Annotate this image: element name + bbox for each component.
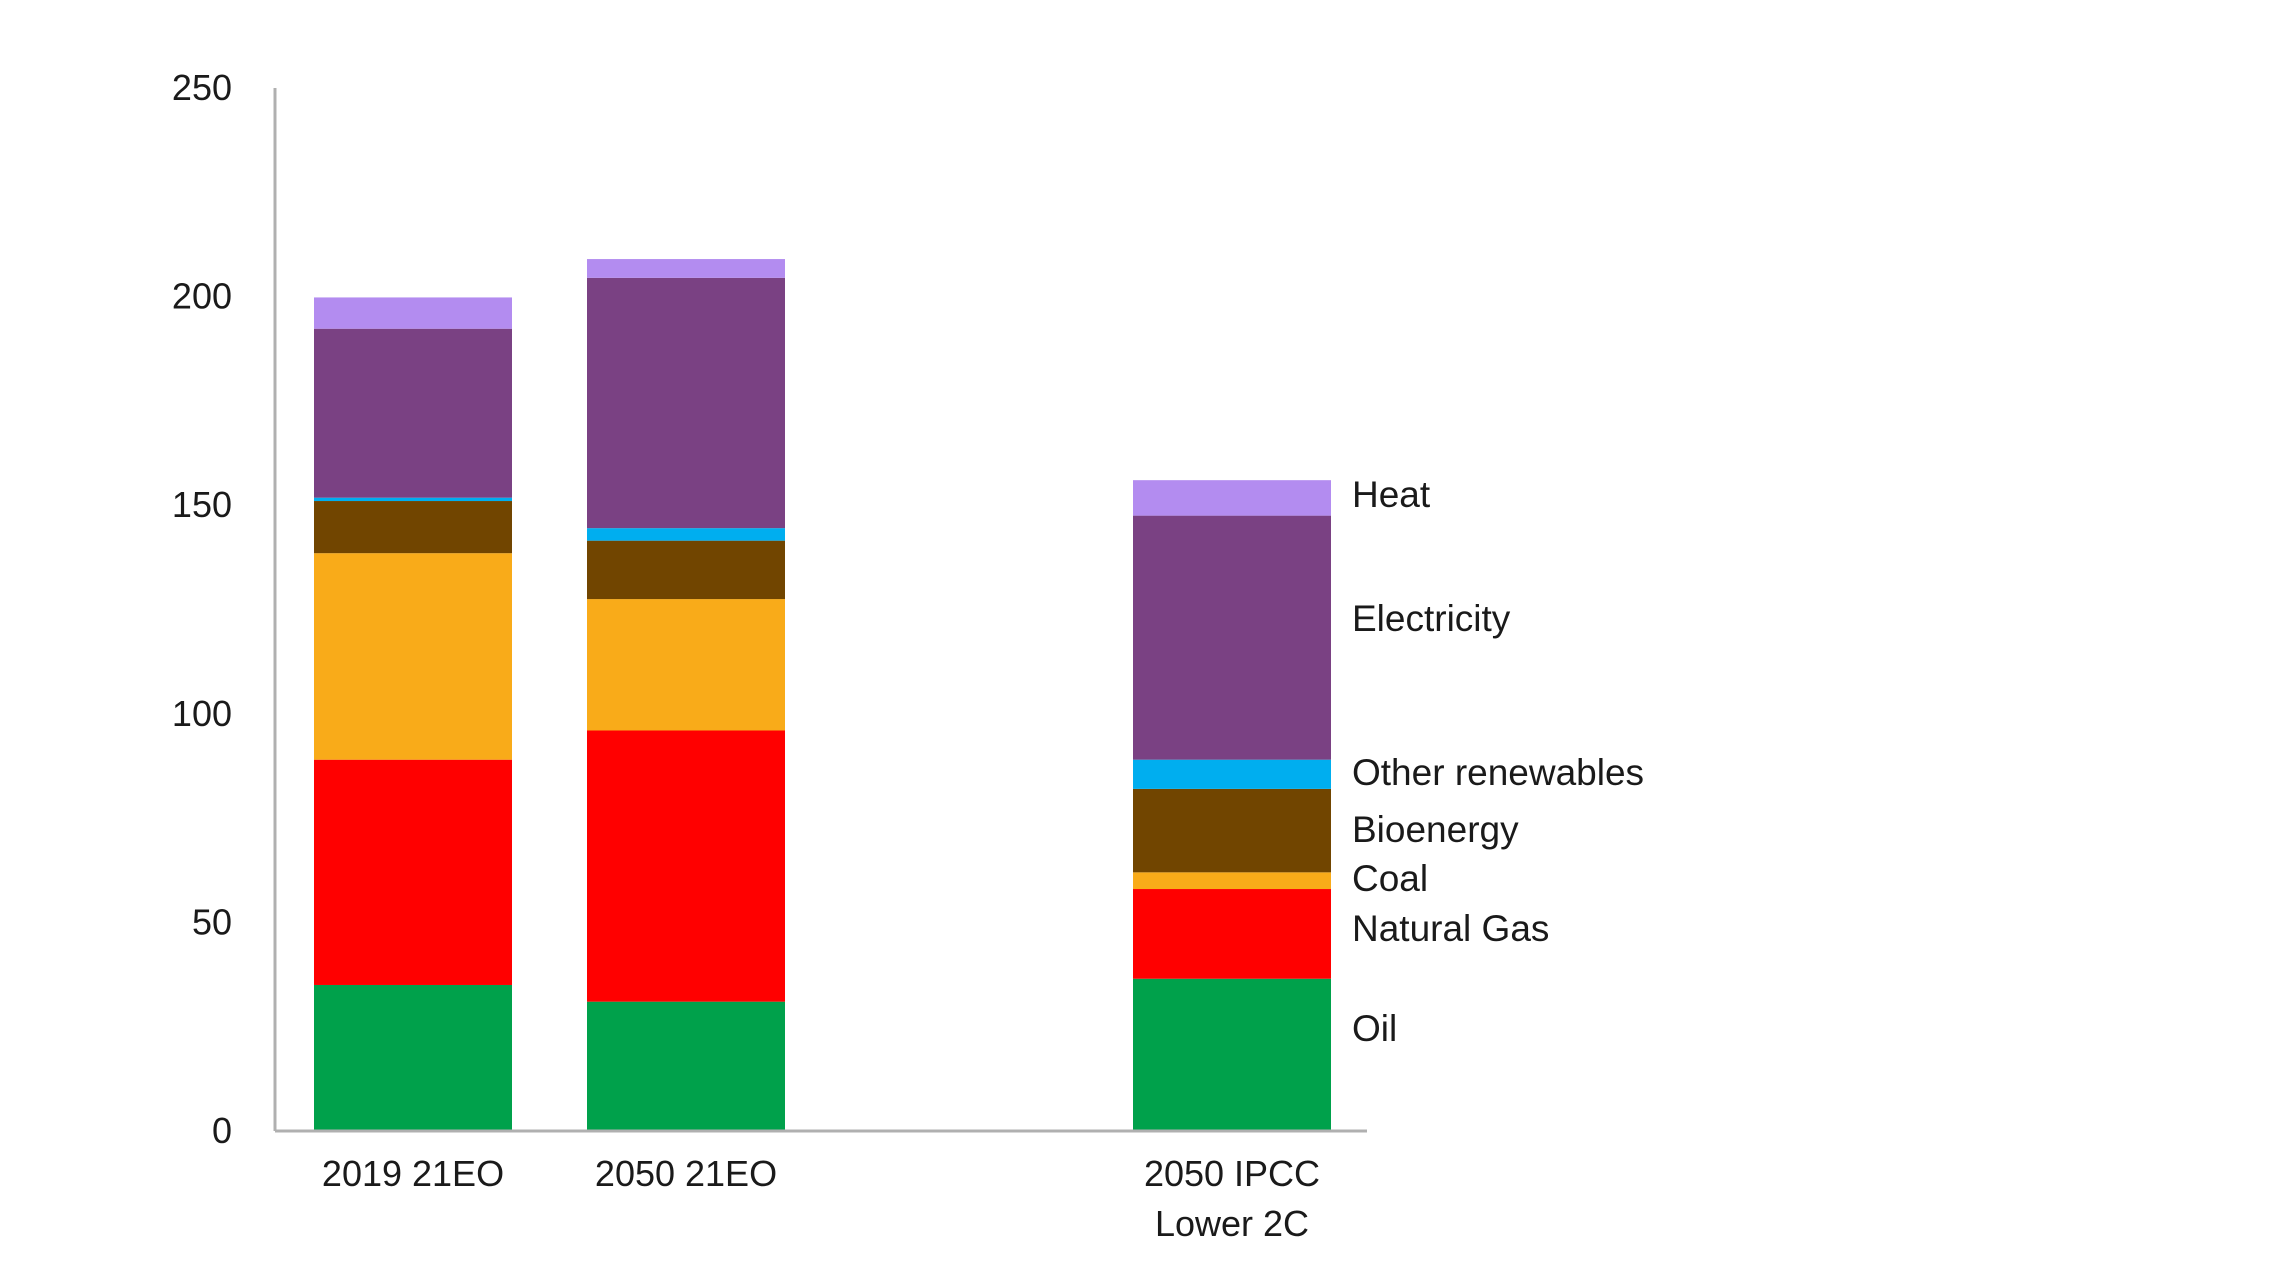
series-label-oil: Oil [1352, 1008, 1397, 1049]
bar-segment-electricity-2 [587, 277, 785, 529]
bar-segment-natural-gas-3 [1133, 889, 1331, 979]
series-label-bioenergy: Bioenergy [1352, 809, 1519, 850]
bar-segment-heat-2 [587, 259, 785, 278]
bar-segment-coal-1 [314, 553, 512, 760]
bar-segment-coal-3 [1133, 872, 1331, 890]
y-tick-label: 150 [172, 484, 232, 525]
bar-segment-coal-2 [587, 599, 785, 731]
x-category-labels: 2019 21EO 2050 21EO 2050 IPCC Lower 2C [322, 1153, 1320, 1244]
bar-segment-natural-gas-1 [314, 759, 512, 985]
bar-segment-electricity-3 [1133, 515, 1331, 760]
y-tick-label: 200 [172, 276, 232, 317]
bar-segment-other-renewables-2 [587, 528, 785, 541]
y-tick-label: 50 [192, 901, 232, 942]
bar-segment-other-renewables-3 [1133, 759, 1331, 789]
y-tick-labels: 0 50 100 150 200 250 [172, 67, 232, 1151]
x-category-label-line: 2050 21EO [595, 1153, 777, 1194]
series-label-natural-gas: Natural Gas [1352, 908, 1549, 949]
x-category-label-line: 2050 IPCC [1144, 1153, 1320, 1194]
x-category-label: 2019 21EO [322, 1153, 504, 1194]
bar-segment-oil-2 [587, 1001, 785, 1131]
series-label-heat: Heat [1352, 474, 1431, 515]
series-label-electricity: Electricity [1352, 598, 1511, 639]
bars-layer [314, 259, 1331, 1131]
bar-segment-other-renewables-1 [314, 497, 512, 502]
x-category-label: 2050 21EO [595, 1153, 777, 1194]
bar-segment-bioenergy-1 [314, 501, 512, 554]
bar-segment-oil-1 [314, 984, 512, 1131]
bar-segment-bioenergy-3 [1133, 788, 1331, 873]
bar-segment-electricity-1 [314, 328, 512, 498]
x-category-label-line: 2019 21EO [322, 1153, 504, 1194]
bar-segment-heat-3 [1133, 480, 1331, 516]
x-category-label-line: Lower 2C [1155, 1203, 1309, 1244]
series-label-other-renewables: Other renewables [1352, 752, 1644, 793]
y-tick-label: 0 [212, 1110, 232, 1151]
bar-segment-oil-3 [1133, 978, 1331, 1131]
series-labels: Oil Natural Gas Coal Bioenergy Other renewab… [1352, 474, 1644, 1049]
x-category-label: 2050 IPCC Lower 2C [1144, 1153, 1320, 1244]
bar-segment-natural-gas-2 [587, 730, 785, 1002]
series-label-coal: Coal [1352, 858, 1428, 899]
y-tick-label: 250 [172, 67, 232, 108]
axes-layer [273, 88, 1367, 1133]
bar-segment-bioenergy-2 [587, 540, 785, 600]
y-tick-label: 100 [172, 693, 232, 734]
bar-segment-heat-1 [314, 297, 512, 329]
